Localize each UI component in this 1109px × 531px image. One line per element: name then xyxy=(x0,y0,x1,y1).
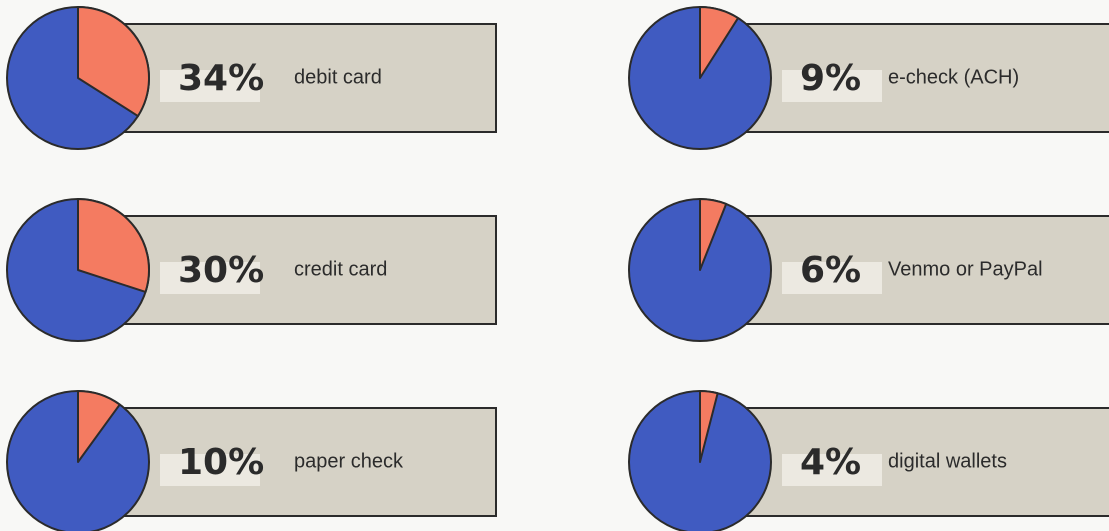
pie-slice xyxy=(77,198,150,293)
category-label: paper check xyxy=(294,450,404,472)
pie-slice xyxy=(699,198,728,271)
value-label: 9% xyxy=(800,58,861,99)
pie-slice xyxy=(77,390,121,463)
number-highlight xyxy=(782,454,882,486)
pie-slice xyxy=(699,6,740,79)
category-label: debit card xyxy=(294,66,382,88)
pie-slice xyxy=(699,390,719,463)
number-highlight xyxy=(782,262,882,294)
value-label: 4% xyxy=(800,442,861,483)
category-label: e-check (ACH) xyxy=(888,66,1019,88)
number-highlight xyxy=(160,262,260,294)
category-label: Venmo or PayPal xyxy=(888,258,1043,280)
number-highlight xyxy=(160,454,260,486)
number-highlight xyxy=(160,70,260,102)
category-label: digital wallets xyxy=(888,450,1007,472)
number-highlight xyxy=(782,70,882,102)
value-label: 30% xyxy=(178,250,264,291)
value-label: 6% xyxy=(800,250,861,291)
value-label: 34% xyxy=(178,58,264,99)
value-label: 10% xyxy=(178,442,264,483)
pie-slice xyxy=(77,6,150,118)
category-label: credit card xyxy=(294,258,387,280)
